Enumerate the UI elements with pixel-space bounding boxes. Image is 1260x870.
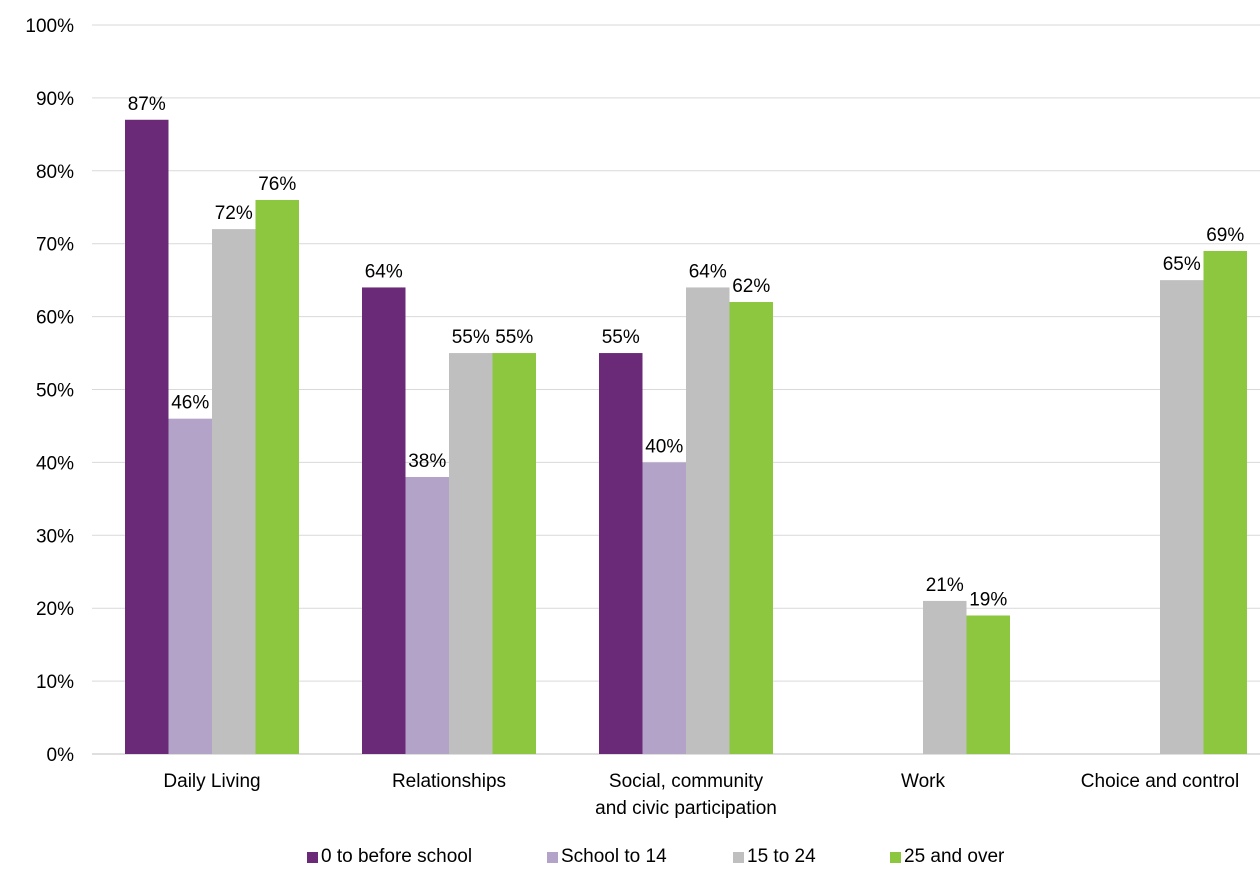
y-tick-label: 20%	[36, 599, 74, 620]
legend: 0 to before school School to 14 15 to 24 25…	[307, 846, 1005, 867]
legend-swatch	[733, 852, 744, 863]
category-label: Relationships	[392, 771, 506, 792]
legend-label: School to 14	[561, 846, 667, 867]
legend-label: 15 to 24	[747, 846, 816, 867]
y-tick-label: 40%	[36, 453, 74, 474]
y-axis: 0% 10% 20% 30% 40% 50% 60% 70% 80% 90% 100%	[25, 16, 74, 766]
legend-label: 0 to before school	[321, 846, 472, 867]
data-label: 76%	[258, 174, 296, 195]
bar	[212, 229, 256, 754]
bar	[1160, 280, 1204, 754]
data-label: 55%	[495, 327, 533, 348]
data-label: 55%	[602, 327, 640, 348]
bar	[125, 119, 169, 754]
bar	[642, 462, 686, 754]
y-tick-label: 70%	[36, 235, 74, 256]
data-label: 40%	[645, 436, 683, 457]
legend-swatch	[890, 852, 901, 863]
data-label: 64%	[689, 261, 727, 282]
data-label: 19%	[969, 589, 1007, 610]
data-label: 87%	[128, 94, 166, 115]
y-tick-label: 100%	[25, 16, 74, 37]
data-label: 62%	[732, 276, 770, 297]
y-tick-label: 10%	[36, 672, 74, 693]
bar	[966, 615, 1010, 754]
legend-swatch	[547, 852, 558, 863]
data-label: 21%	[926, 575, 964, 596]
legend-label: 25 and over	[904, 846, 1005, 867]
y-tick-label: 60%	[36, 308, 74, 329]
category-label: Social, community	[609, 771, 764, 792]
bar	[405, 476, 449, 754]
data-label: 64%	[365, 261, 403, 282]
category-label: Work	[901, 771, 945, 792]
bar	[923, 600, 967, 754]
data-label: 46%	[171, 393, 209, 414]
bar	[729, 302, 773, 754]
y-tick-label: 0%	[47, 745, 75, 766]
bar	[492, 353, 536, 754]
bar	[255, 199, 299, 754]
bar	[1203, 250, 1247, 755]
x-axis: Daily Living Relationships Social, communi…	[163, 771, 1239, 819]
bar	[449, 353, 493, 754]
bar	[686, 287, 730, 754]
data-label: 69%	[1206, 225, 1244, 246]
category-label: Daily Living	[163, 771, 260, 792]
y-tick-label: 30%	[36, 526, 74, 547]
y-tick-label: 50%	[36, 381, 74, 402]
data-label: 65%	[1163, 254, 1201, 275]
legend-swatch	[307, 852, 318, 863]
bars	[125, 119, 1247, 755]
data-labels: 87%46%72%76%64%38%55% 55% 55%40%64%62%21%1…	[128, 94, 1245, 611]
y-tick-label: 80%	[36, 162, 74, 183]
category-label: and civic participation	[595, 798, 777, 819]
category-label: Choice and control	[1081, 771, 1239, 792]
y-tick-label: 90%	[36, 89, 74, 110]
data-label: 72%	[215, 203, 253, 224]
bar	[168, 418, 212, 754]
data-label: 38%	[408, 451, 446, 472]
data-label: 55%	[452, 327, 490, 348]
bar	[362, 287, 406, 754]
bar	[599, 353, 643, 754]
